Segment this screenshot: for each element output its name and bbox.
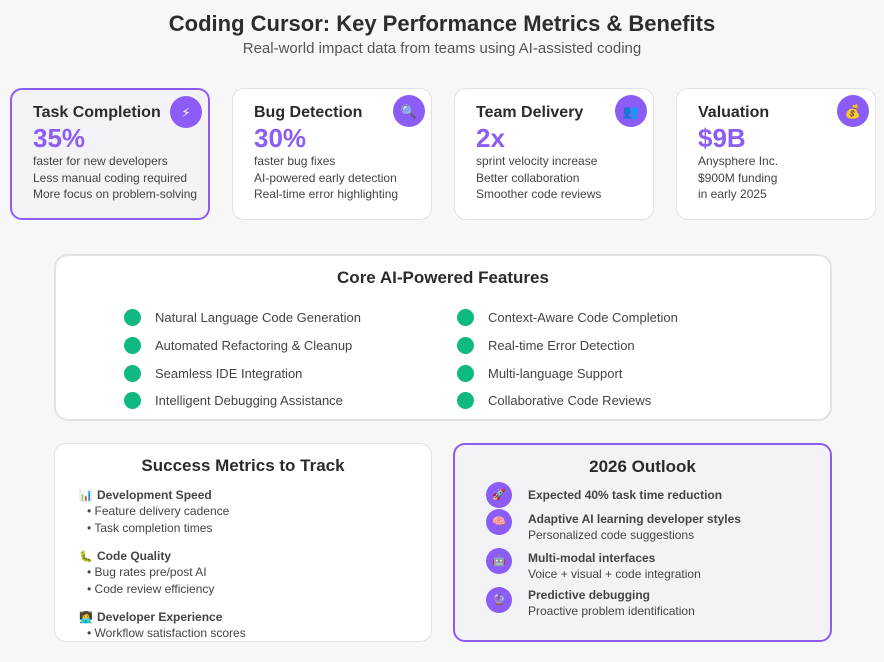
card-line: faster for new developers (33, 154, 168, 168)
outlook-heading: Adaptive AI learning developer styles (528, 512, 741, 526)
feature-item: Collaborative Code Reviews (457, 392, 651, 409)
people-icon: 👥 (615, 95, 647, 127)
outlook-heading: Expected 40% task time reduction (528, 488, 723, 502)
check-dot-icon (124, 365, 141, 382)
card-line: faster bug fixes (254, 154, 336, 168)
card-line: sprint velocity increase (476, 154, 598, 168)
card-label: Bug Detection (254, 104, 363, 121)
card-bug-detection[interactable]: 🔍 Bug Detection 30% faster bug fixes AI-… (232, 88, 432, 220)
card-value: 30% (254, 123, 307, 153)
rocket-icon: 🚀 (486, 482, 512, 508)
feature-label: Seamless IDE Integration (155, 366, 303, 381)
card-line: Smoother code reviews (476, 187, 602, 201)
lightning-icon: ⚡ (170, 96, 202, 128)
outlook-panel: 2026 Outlook 🚀 Expected 40% task time re… (453, 443, 832, 642)
card-label: Team Delivery (476, 104, 584, 121)
metric-group-heading: 📊 Development Speed (79, 488, 212, 502)
feature-label: Automated Refactoring & Cleanup (155, 338, 353, 353)
outlook-title: 2026 Outlook (589, 457, 696, 476)
feature-label: Real-time Error Detection (488, 338, 635, 353)
outlook-sub: Voice + visual + code integration (528, 567, 701, 581)
feature-item: Seamless IDE Integration (124, 365, 302, 382)
card-line: $900M funding (698, 170, 778, 185)
outlook-heading: Predictive debugging (528, 588, 651, 602)
feature-item: Natural Language Code Generation (124, 309, 361, 326)
check-dot-icon (124, 392, 141, 409)
feature-item: Multi-language Support (457, 365, 622, 382)
card-team-delivery[interactable]: 👥 Team Delivery 2x sprint velocity incre… (454, 88, 654, 220)
check-dot-icon (124, 309, 141, 326)
bug-icon: 🐛 (79, 551, 93, 563)
feature-item: Real-time Error Detection (457, 337, 635, 354)
page-subtitle: Real-world impact data from teams using … (242, 40, 642, 57)
metric-item: • Code review efficiency (87, 582, 215, 596)
robot-icon: 🤖 (486, 548, 512, 574)
feature-item: Automated Refactoring & Cleanup (124, 337, 352, 354)
feature-label: Collaborative Code Reviews (488, 393, 652, 408)
metric-item: • Feature delivery cadence (87, 504, 230, 518)
card-label: Valuation (698, 104, 770, 121)
feature-label: Natural Language Code Generation (155, 310, 361, 325)
card-line: More focus on problem-solving (33, 187, 198, 201)
money-bag-icon: 💰 (837, 95, 869, 127)
metrics-title: Success Metrics to Track (141, 456, 345, 475)
card-line: in early 2025 (698, 187, 767, 201)
feature-label: Multi-language Support (488, 366, 623, 381)
metric-group-heading: 👩‍💻 Developer Experience (79, 610, 223, 624)
feature-item: Context-Aware Code Completion (457, 309, 678, 326)
outlook-sub: Personalized code suggestions (528, 528, 695, 542)
card-line: Anysphere Inc. (698, 154, 779, 168)
outlook-sub: Proactive problem identification (528, 604, 695, 618)
card-value: $9B (698, 123, 746, 153)
card-line: Better collaboration (476, 170, 580, 185)
card-line: Less manual coding required (33, 170, 188, 185)
features-title: Core AI-Powered Features (337, 268, 549, 287)
page-title: Coding Cursor: Key Performance Metrics &… (168, 11, 716, 36)
check-dot-icon (457, 309, 474, 326)
card-line: AI-powered early detection (254, 170, 397, 185)
crystal-ball-icon: 🔮 (486, 587, 512, 613)
brain-icon: 🧠 (486, 509, 512, 535)
check-dot-icon (457, 392, 474, 409)
bar-chart-icon: 📊 (79, 490, 93, 502)
feature-item: Intelligent Debugging Assistance (124, 392, 343, 409)
check-dot-icon (457, 337, 474, 354)
card-task-completion[interactable]: ⚡ Task Completion 35% faster for new dev… (10, 88, 210, 220)
card-label: Task Completion (33, 104, 161, 121)
card-value: 2x (476, 123, 505, 153)
check-dot-icon (457, 365, 474, 382)
metric-group-heading: 🐛 Code Quality (79, 549, 172, 563)
core-features-panel: Core AI-Powered Features Natural Languag… (54, 254, 832, 421)
developer-icon: 👩‍💻 (79, 612, 93, 624)
metric-item: • Task completion times (87, 521, 213, 535)
card-valuation[interactable]: 💰 Valuation $9B Anysphere Inc. $900M fun… (676, 88, 876, 220)
card-value: 35% (33, 123, 86, 153)
success-metrics-panel: Success Metrics to Track 📊 Development Sp… (54, 443, 432, 642)
feature-label: Context-Aware Code Completion (488, 310, 678, 325)
outlook-heading: Multi-modal interfaces (528, 551, 656, 565)
feature-label: Intelligent Debugging Assistance (155, 393, 343, 408)
check-dot-icon (124, 337, 141, 354)
card-line: Real-time error highlighting (254, 187, 399, 201)
metric-item: • Bug rates pre/post AI (87, 565, 207, 579)
magnifier-icon: 🔍 (393, 95, 425, 127)
metric-item: • Workflow satisfaction scores (87, 626, 246, 640)
